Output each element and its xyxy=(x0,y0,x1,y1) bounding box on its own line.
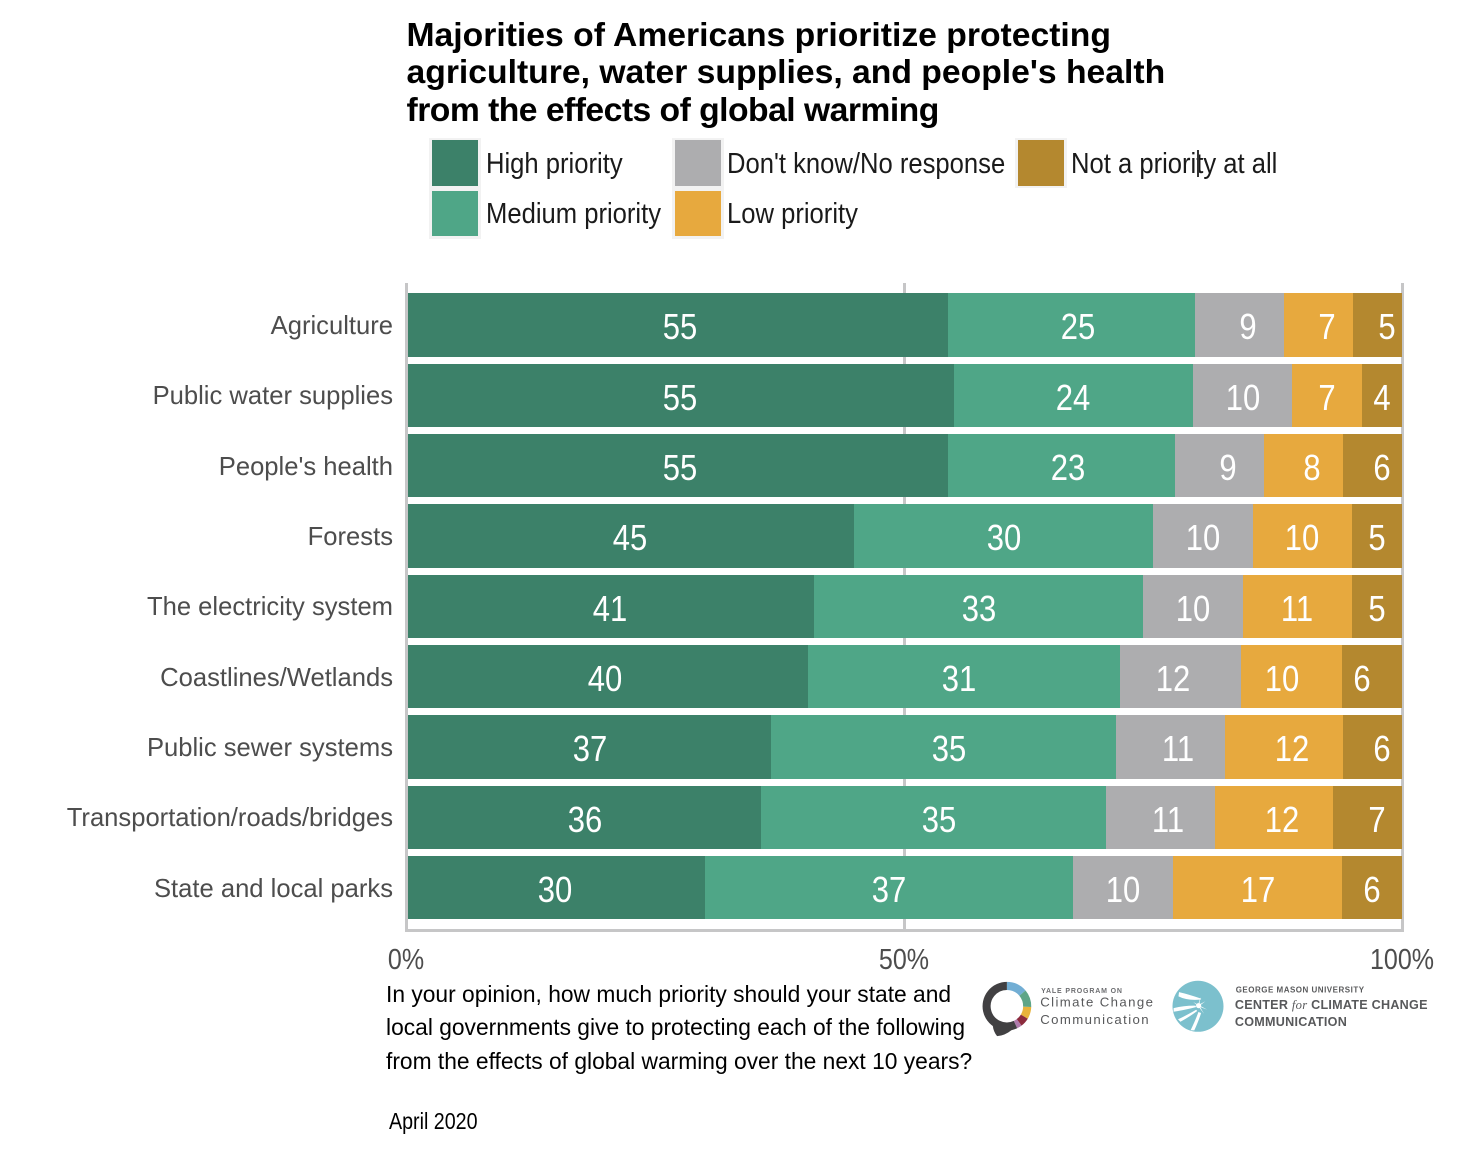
svg-text:COMMUNICATION: COMMUNICATION xyxy=(1235,1015,1347,1029)
svg-text:GEORGE MASON UNIVERSITY: GEORGE MASON UNIVERSITY xyxy=(1236,986,1365,995)
svg-text:Communication: Communication xyxy=(1040,1012,1150,1027)
svg-text:Climate Change: Climate Change xyxy=(1040,994,1154,1009)
svg-text:YALE PROGRAM ON: YALE PROGRAM ON xyxy=(1041,988,1123,995)
svg-text:CENTER for CLIMATE CHANGE: CENTER for CLIMATE CHANGE xyxy=(1235,998,1428,1012)
